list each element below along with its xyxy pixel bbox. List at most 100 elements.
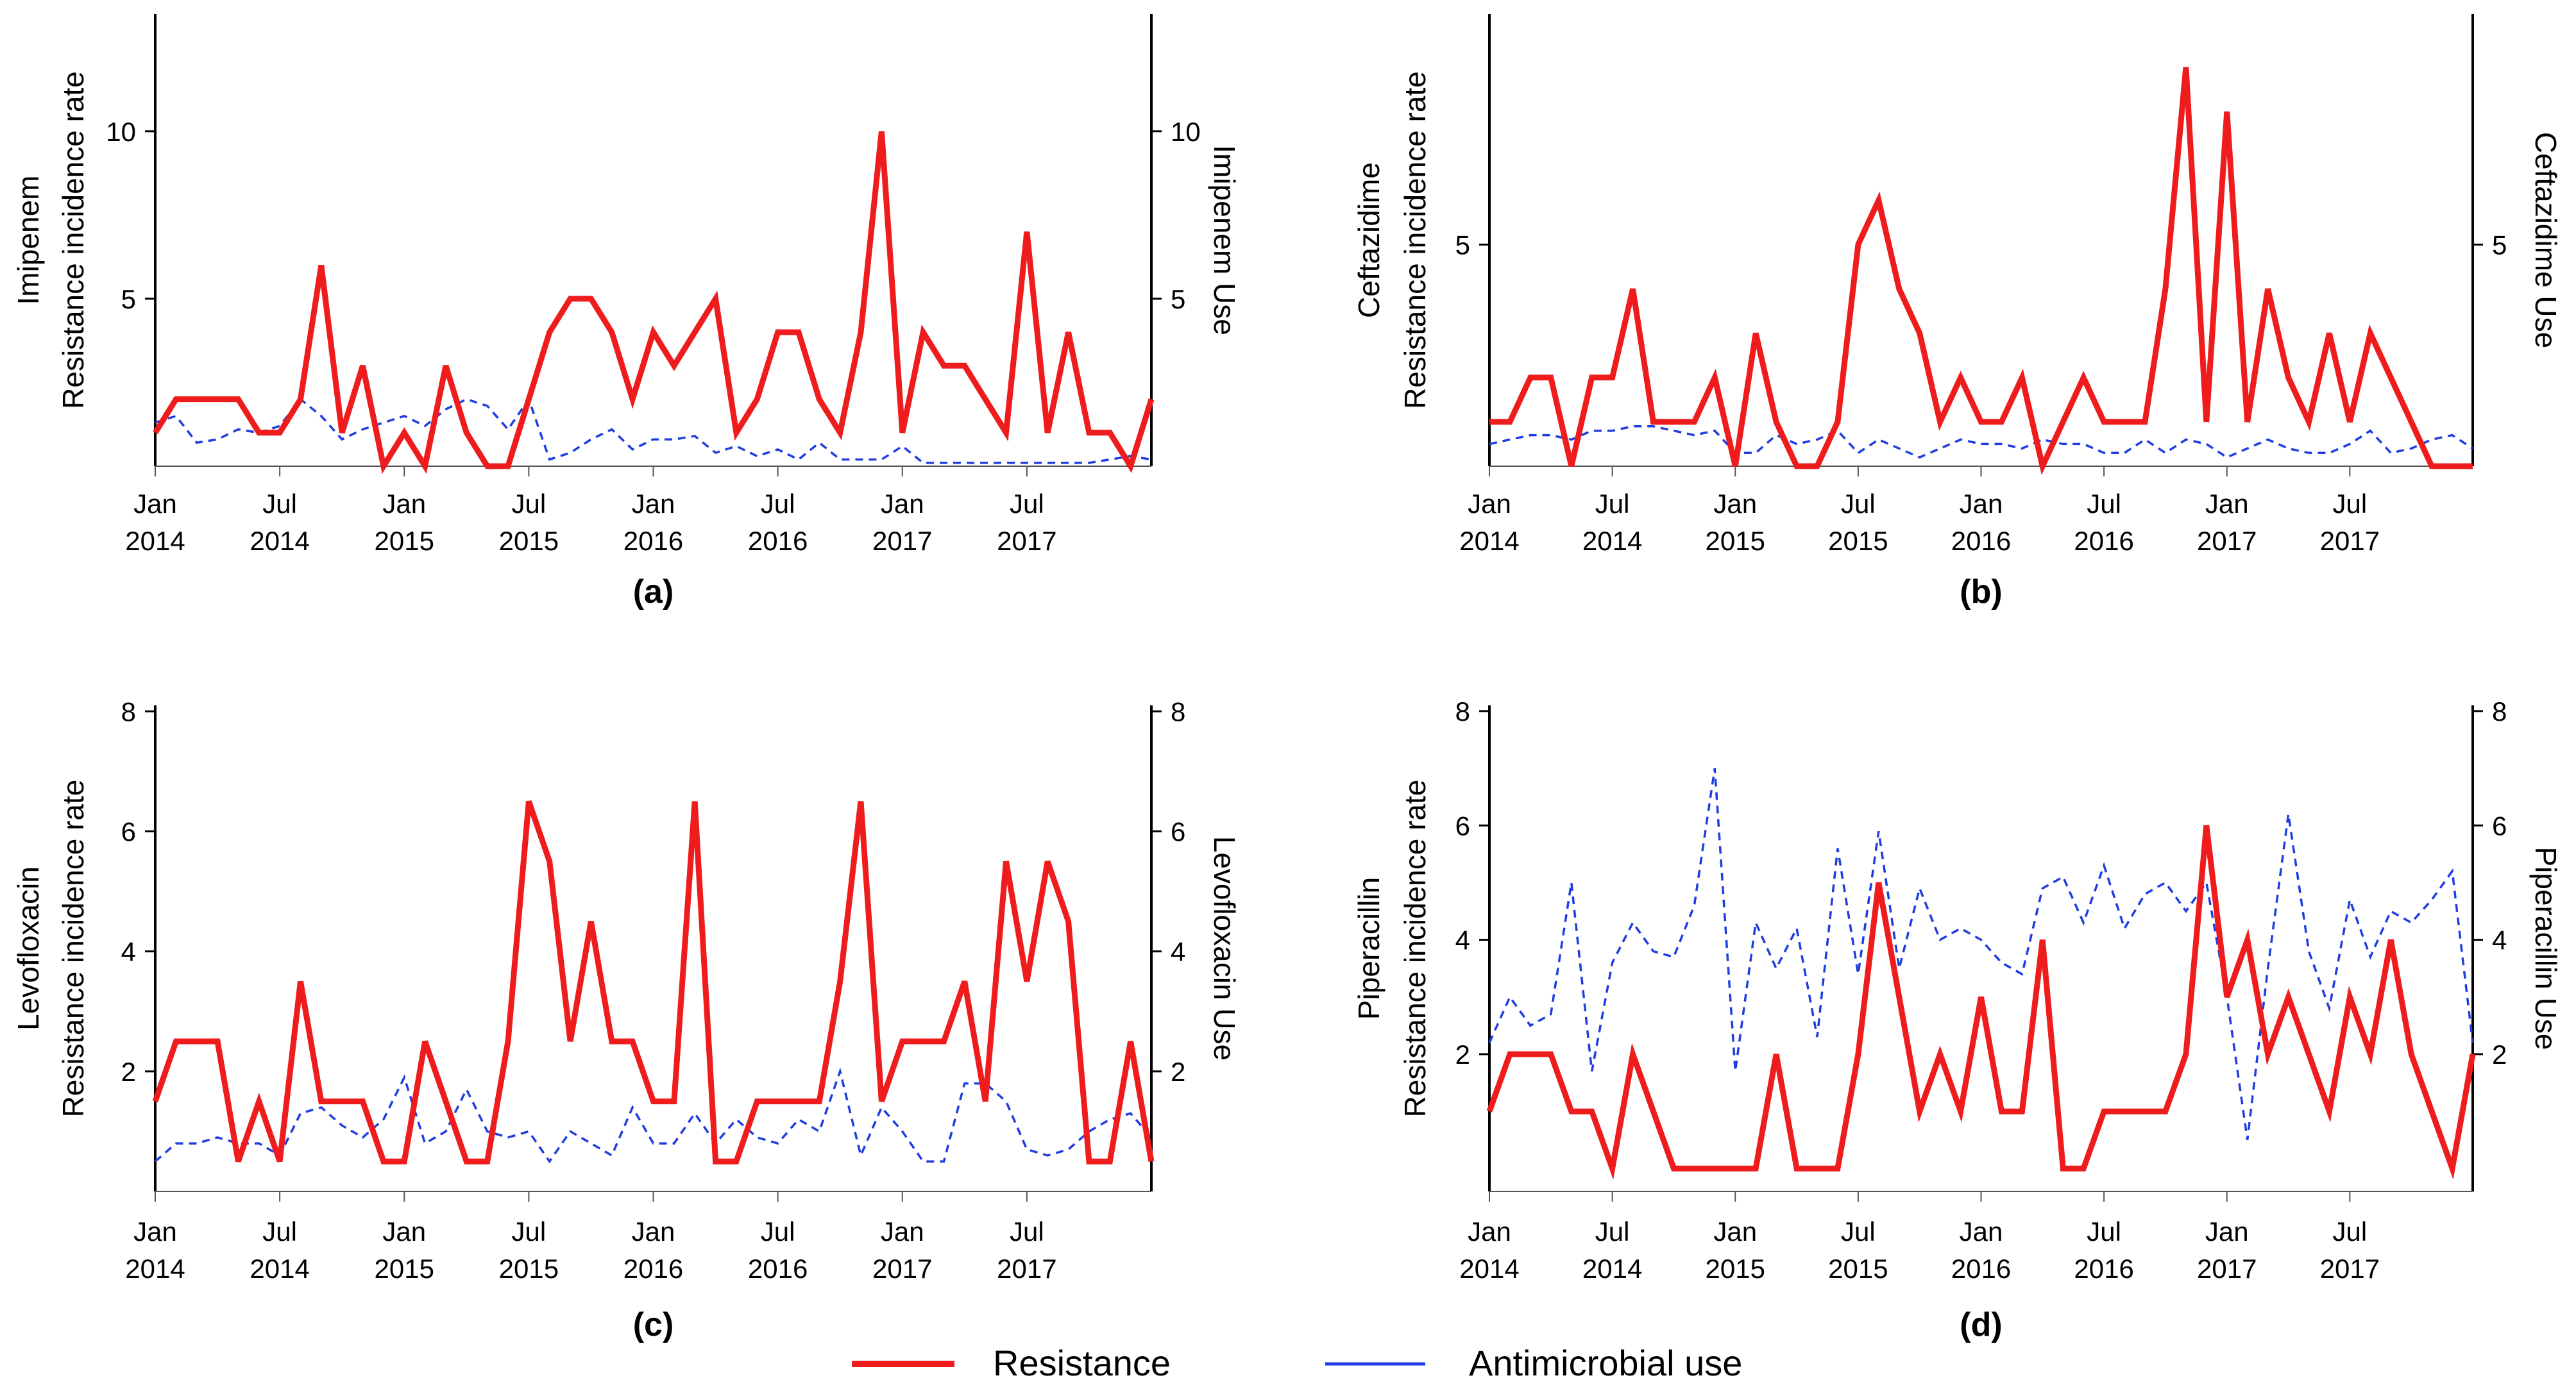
- x-tick-label: Jan: [1960, 489, 2003, 519]
- legend-use-label: Antimicrobial use: [1469, 1343, 1742, 1383]
- left-y-axis-label: Resistance incidence rate: [56, 71, 90, 409]
- x-tick-year: 2015: [1828, 1254, 1888, 1284]
- x-tick-year: 2017: [872, 1254, 932, 1284]
- x-tick-label: Jan: [382, 489, 426, 519]
- panel-label: (a): [633, 573, 674, 610]
- left-y-axis-label: Resistance incidence rate: [1398, 71, 1432, 409]
- left-y-tick-label: 2: [1455, 1039, 1470, 1070]
- x-tick-label: Jan: [1960, 1216, 2003, 1247]
- right-y-axis-label: Piperacillin Use: [2529, 846, 2563, 1050]
- x-tick-label: Jan: [1468, 489, 1511, 519]
- right-y-tick-label: 6: [1171, 817, 1185, 847]
- left-y-tick-label: 4: [1455, 925, 1470, 955]
- resistance-series-line: [1489, 67, 2473, 466]
- x-tick-year: 2014: [1459, 1254, 1519, 1284]
- x-tick-label: Jan: [133, 489, 177, 519]
- x-tick-year: 2016: [1951, 526, 2011, 556]
- right-y-tick-label: 2: [2492, 1039, 2507, 1070]
- x-tick-year: 2015: [499, 1254, 559, 1284]
- x-tick-year: 2017: [997, 1254, 1056, 1284]
- x-tick-year: 2016: [623, 1254, 683, 1284]
- x-tick-label: Jul: [262, 1216, 297, 1247]
- x-tick-label: Jul: [2333, 1216, 2368, 1247]
- x-tick-label: Jul: [2087, 489, 2121, 519]
- x-tick-label: Jul: [1841, 1216, 1876, 1247]
- chart-panel-c: Jan 2014 Jul 2014 Jan 2015 Jul 2015 Jan 2016 Jul 20…: [12, 696, 1241, 1343]
- x-tick-label: Jul: [1010, 489, 1044, 519]
- x-tick-label: Jan: [881, 489, 924, 519]
- drug-name-label: Imipenem: [12, 176, 45, 305]
- right-y-tick-label: 4: [1171, 937, 1185, 967]
- x-tick-label: Jan: [632, 489, 675, 519]
- x-tick-year: 2014: [125, 526, 185, 556]
- x-tick-year: 2015: [1706, 1254, 1765, 1284]
- x-tick-label: Jan: [1468, 1216, 1511, 1247]
- legend: Resistance Antimicrobial use: [852, 1343, 1742, 1383]
- chart-panel-d: Jan 2014 Jul 2014 Jan 2015 Jul 2015 Jan 2016 Jul 20…: [1352, 696, 2563, 1343]
- x-tick-year: 2017: [872, 526, 932, 556]
- x-tick-label: Jan: [1713, 489, 1757, 519]
- x-tick-label: Jan: [2205, 489, 2249, 519]
- left-y-tick-label: 5: [121, 284, 136, 314]
- left-y-tick-label: 5: [1455, 230, 1470, 260]
- right-y-tick-label: 10: [1171, 117, 1201, 147]
- right-y-tick-label: 6: [2492, 811, 2507, 841]
- x-tick-year: 2014: [250, 1254, 309, 1284]
- x-tick-label: Jan: [632, 1216, 675, 1247]
- x-tick-label: Jan: [1713, 1216, 1757, 1247]
- x-tick-year: 2016: [2074, 526, 2133, 556]
- x-tick-year: 2016: [2074, 1254, 2133, 1284]
- right-y-tick-label: 5: [1171, 284, 1185, 314]
- x-tick-year: 2017: [997, 526, 1056, 556]
- x-tick-year: 2015: [375, 526, 434, 556]
- x-tick-year: 2016: [748, 1254, 808, 1284]
- x-tick-year: 2015: [1706, 526, 1765, 556]
- left-y-tick-label: 2: [121, 1057, 136, 1087]
- x-tick-year: 2017: [2197, 1254, 2257, 1284]
- x-tick-label: Jan: [382, 1216, 426, 1247]
- x-tick-year: 2014: [1582, 1254, 1642, 1284]
- resistance-series-line: [155, 131, 1151, 466]
- x-tick-year: 2015: [1828, 526, 1888, 556]
- x-tick-label: Jul: [1841, 489, 1876, 519]
- x-tick-year: 2015: [375, 1254, 434, 1284]
- left-y-tick-label: 6: [121, 817, 136, 847]
- left-y-tick-label: 8: [1455, 696, 1470, 727]
- panel-label: (b): [1960, 573, 2002, 610]
- x-tick-label: Jul: [2087, 1216, 2121, 1247]
- left-y-axis-label: Resistance incidence rate: [1398, 780, 1432, 1118]
- right-y-axis-label: Levofloxacin Use: [1208, 836, 1241, 1061]
- x-tick-label: Jul: [761, 1216, 795, 1247]
- x-tick-year: 2014: [250, 526, 309, 556]
- left-y-tick-label: 4: [121, 937, 136, 967]
- right-y-tick-label: 8: [1171, 696, 1185, 727]
- x-tick-label: Jul: [2333, 489, 2368, 519]
- x-tick-label: Jul: [1595, 1216, 1630, 1247]
- x-tick-year: 2015: [499, 526, 559, 556]
- right-y-axis-label: Ceftazidime Use: [2529, 132, 2563, 348]
- right-y-tick-label: 4: [2492, 925, 2507, 955]
- drug-name-label: Ceftazidime: [1352, 162, 1385, 318]
- left-y-tick-label: 6: [1455, 811, 1470, 841]
- right-y-tick-label: 5: [2492, 230, 2507, 260]
- x-tick-label: Jan: [881, 1216, 924, 1247]
- x-tick-label: Jul: [761, 489, 795, 519]
- x-tick-year: 2017: [2320, 526, 2380, 556]
- x-tick-label: Jan: [2205, 1216, 2249, 1247]
- x-tick-label: Jan: [133, 1216, 177, 1247]
- left-y-axis-label: Resistance incidence rate: [56, 780, 90, 1118]
- x-tick-year: 2017: [2197, 526, 2257, 556]
- chart-panel-b: Jan 2014 Jul 2014 Jan 2015 Jul 2015 Jan 2016 Jul 20…: [1352, 14, 2563, 610]
- antimicrobial-use-series-line: [1489, 768, 2473, 1140]
- x-tick-year: 2016: [623, 526, 683, 556]
- panel-label: (c): [633, 1306, 674, 1343]
- right-y-tick-label: 2: [1171, 1057, 1185, 1087]
- x-tick-year: 2016: [1951, 1254, 2011, 1284]
- x-tick-year: 2014: [125, 1254, 185, 1284]
- right-y-axis-label: Imipenem Use: [1208, 145, 1241, 335]
- panel-label: (d): [1960, 1306, 2002, 1343]
- resistance-series-line: [155, 802, 1151, 1162]
- x-tick-year: 2014: [1582, 526, 1642, 556]
- left-y-tick-label: 8: [121, 696, 136, 727]
- antimicrobial-use-series-line: [1489, 426, 2473, 457]
